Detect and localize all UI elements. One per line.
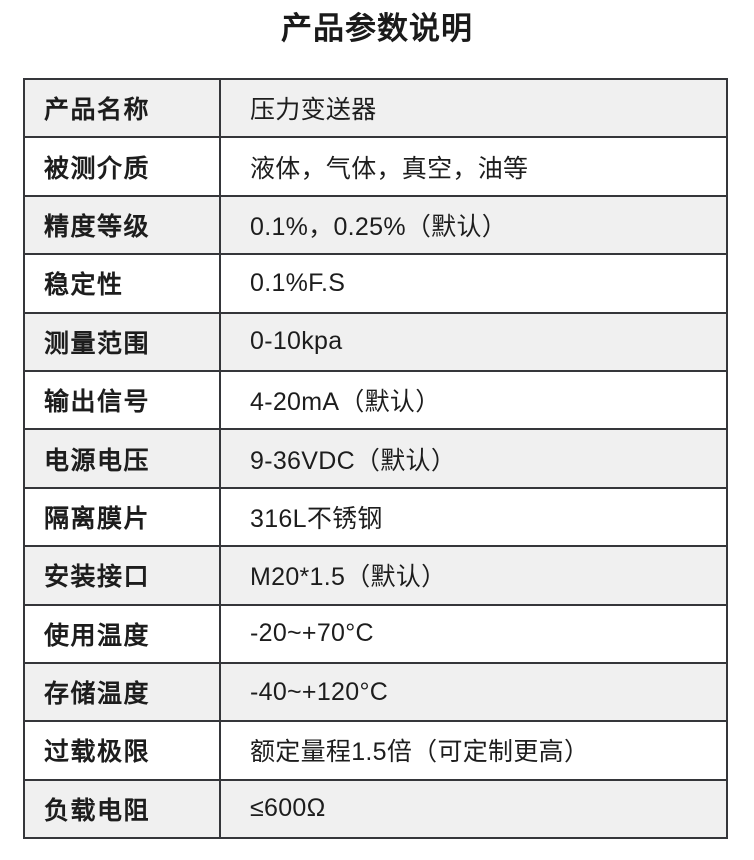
spec-label-cell: 产品名称 — [23, 77, 221, 139]
spec-label-cell: 精度等级 — [23, 194, 221, 256]
page-title: 产品参数说明 — [281, 11, 473, 46]
spec-value-cell: 316L不锈钢 — [219, 486, 728, 548]
spec-value-cell: ≤600Ω — [219, 778, 728, 840]
spec-value-cell: 9-36VDC（默认） — [219, 428, 728, 489]
spec-value-cell: 液体，气体，真空，油等 — [219, 136, 728, 197]
product-specification-table: 产品名称 压力变送器 被测介质 液体，气体，真空，油等 精度等级 0.1%，0.… — [23, 77, 728, 840]
spec-label-cell: 输出信号 — [23, 369, 221, 431]
spec-value-cell: -20~+70°C — [219, 603, 728, 664]
spec-value-cell: 额定量程1.5倍（可定制更高） — [219, 720, 728, 781]
table-row: 输出信号 4-20mA（默认） — [23, 369, 728, 431]
table-row: 测量范围 0-10kpa — [23, 311, 728, 372]
spec-value-cell: 0.1%F.S — [219, 253, 728, 314]
table-row: 使用温度 -20~+70°C — [23, 603, 728, 664]
table-row: 隔离膜片 316L不锈钢 — [23, 486, 728, 548]
spec-label-cell: 过载极限 — [23, 720, 221, 781]
table-row: 电源电压 9-36VDC（默认） — [23, 428, 728, 489]
spec-value-cell: 4-20mA（默认） — [219, 369, 728, 431]
table-row: 精度等级 0.1%，0.25%（默认） — [23, 194, 728, 256]
table-row: 存储温度 -40~+120°C — [23, 661, 728, 723]
spec-label-cell: 存储温度 — [23, 661, 221, 723]
spec-value-cell: 0-10kpa — [219, 311, 728, 372]
table-row: 稳定性 0.1%F.S — [23, 253, 728, 314]
spec-value-cell: -40~+120°C — [219, 661, 728, 723]
spec-table-body: 产品名称 压力变送器 被测介质 液体，气体，真空，油等 精度等级 0.1%，0.… — [23, 77, 728, 840]
spec-label-cell: 稳定性 — [23, 253, 221, 314]
table-row: 负载电阻 ≤600Ω — [23, 778, 728, 840]
spec-value-cell: 0.1%，0.25%（默认） — [219, 194, 728, 256]
table-row: 被测介质 液体，气体，真空，油等 — [23, 136, 728, 197]
table-row: 过载极限 额定量程1.5倍（可定制更高） — [23, 720, 728, 781]
spec-label-cell: 电源电压 — [23, 428, 221, 489]
spec-label-cell: 测量范围 — [23, 311, 221, 372]
table-row: 安装接口 M20*1.5（默认） — [23, 545, 728, 606]
spec-label-cell: 使用温度 — [23, 603, 221, 664]
spec-label-cell: 被测介质 — [23, 136, 221, 197]
table-row: 产品名称 压力变送器 — [23, 77, 728, 139]
spec-label-cell: 安装接口 — [23, 545, 221, 606]
spec-label-cell: 负载电阻 — [23, 778, 221, 840]
spec-value-cell: M20*1.5（默认） — [219, 545, 728, 606]
spec-label-cell: 隔离膜片 — [23, 486, 221, 548]
spec-value-cell: 压力变送器 — [219, 77, 728, 139]
